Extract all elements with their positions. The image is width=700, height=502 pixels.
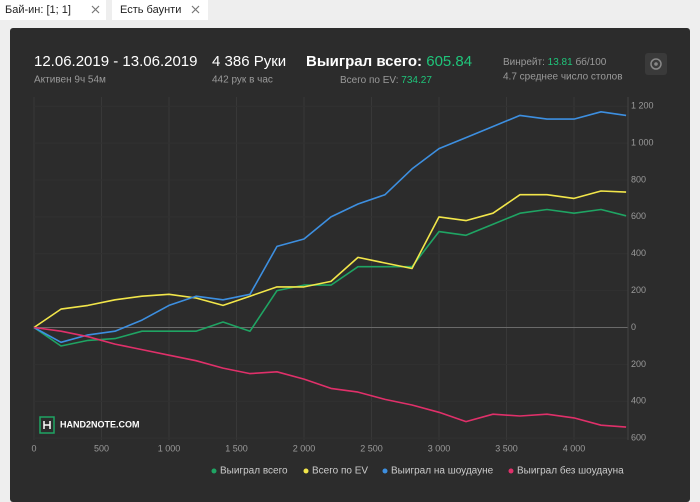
ev-total: Всего по EV: 734.27 (340, 75, 432, 86)
hands: 4 386 Руки (212, 53, 286, 70)
close-icon[interactable] (91, 5, 100, 14)
legend-dot (211, 468, 217, 474)
series-line (33, 208, 627, 347)
series-line (33, 326, 627, 428)
settings-icon (650, 58, 662, 70)
winrate-value: 13.81 (548, 57, 573, 68)
legend-dot (303, 468, 309, 474)
y-tick-label: 600 (631, 433, 646, 443)
legend-dot (382, 468, 388, 474)
y-tick-label: 1 000 (631, 137, 654, 147)
y-tick-label: 1 200 (631, 101, 654, 111)
hands-per-hour: 442 рук в час (212, 75, 273, 86)
y-tick-label: 400 (631, 396, 646, 406)
x-tick-label: 0 (31, 443, 36, 453)
y-tick-label: 400 (631, 248, 646, 258)
won-value: 605.84 (426, 53, 472, 70)
y-tick-label: 600 (631, 211, 646, 221)
x-tick-label: 2 000 (293, 443, 316, 453)
filter-label: Есть баунти (120, 4, 181, 16)
period: 12.06.2019 - 13.06.2019 (34, 53, 197, 70)
legend: Выиграл всего Всего по EV Выиграл на шоуда… (211, 465, 624, 477)
logo-mark (43, 421, 51, 429)
x-tick-label: 1 500 (225, 443, 248, 453)
filter-tab[interactable] (0, 0, 106, 20)
legend-label: Всего по EV (312, 466, 368, 477)
ev-value: 734.27 (401, 75, 432, 86)
y-tick-label: 200 (631, 285, 646, 295)
x-tick-label: 3 000 (428, 443, 451, 453)
brand: HAND2NOTE.COM (60, 419, 140, 429)
won-label: Выиграл всего: (306, 53, 422, 70)
x-tick-label: 1 000 (158, 443, 181, 453)
x-tick-label: 4 000 (563, 443, 586, 453)
winrate: Винрейт: 13.81 бб/100 (503, 56, 607, 68)
tables: 4.7 среднее число столов (503, 72, 623, 83)
winrate-unit: бб/100 (575, 56, 606, 68)
x-tick-label: 500 (94, 443, 109, 453)
ev-label: Всего по EV: (340, 75, 399, 86)
won-total: Выиграл всего: 605.84 (306, 53, 472, 70)
filter-label: Бай-ин: [1; 1] (5, 4, 71, 16)
close-icon[interactable] (191, 5, 200, 14)
series-line (33, 111, 627, 344)
settings-icon-center (654, 62, 658, 66)
y-tick-label: 800 (631, 174, 646, 184)
logo-icon (39, 416, 55, 434)
legend-label: Выиграл всего (220, 466, 288, 477)
y-tick-label: 200 (631, 359, 646, 369)
legend-label: Выиграл без шоудауна (517, 465, 624, 477)
x-tick-label: 3 500 (495, 443, 518, 453)
legend-dot (508, 468, 514, 474)
legend-label: Выиграл на шоудауне (391, 466, 494, 477)
winrate-label: Винрейт: (503, 57, 545, 68)
plot: 0 500 1 000 1 500 2 000 2 500 3 000 3 500 4 000 1… (31, 97, 654, 453)
y-tick-label: 0 (631, 322, 636, 332)
series-line (33, 190, 627, 329)
filter-tab[interactable] (112, 0, 208, 20)
active-time: Активен 9ч 54м (34, 75, 106, 86)
x-tick-label: 2 500 (360, 443, 383, 453)
